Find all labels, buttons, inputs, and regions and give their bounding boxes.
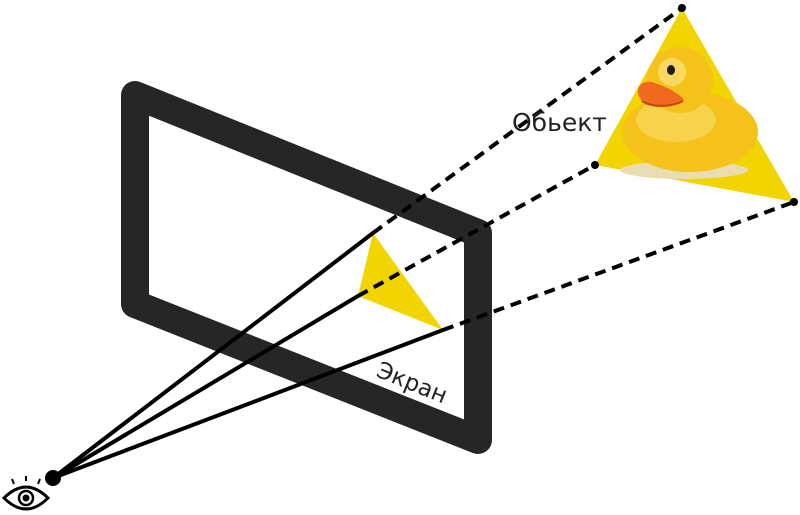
ray-dashed-top xyxy=(371,6,684,235)
ray-solid-top xyxy=(51,231,375,480)
projection-triangle xyxy=(358,233,443,330)
object-vertex-right xyxy=(790,198,798,206)
ray-solid-middle xyxy=(51,294,360,480)
rubber-duck-image xyxy=(620,47,758,179)
dashed-rays xyxy=(357,6,795,332)
eye-icon xyxy=(1,476,51,511)
screen-frame xyxy=(121,81,492,454)
ray-solid-bottom xyxy=(51,328,445,480)
ray-dashed-bottom xyxy=(442,200,795,332)
object-vertex-left xyxy=(591,161,599,169)
object-label: Обьект xyxy=(512,108,607,137)
object-vertex-top xyxy=(678,4,686,12)
ray-dashed-middle xyxy=(357,163,596,298)
solid-rays xyxy=(51,231,445,480)
vertex-points xyxy=(591,4,798,206)
viewer-point xyxy=(45,470,61,486)
